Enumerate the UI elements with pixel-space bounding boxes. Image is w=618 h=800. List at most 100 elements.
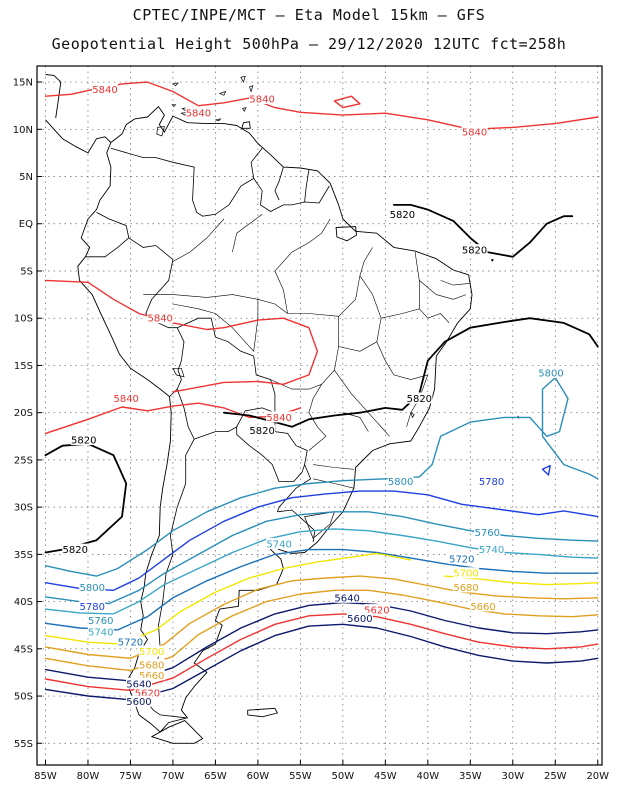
axis-tick-layer: 15N 10N 5N EQ 5S 10S 15S 20S 25S 30S 35S 40S 45S 50S 5…: [13, 78, 609, 782]
lon-tick-label: 55W: [289, 771, 312, 782]
contour-label-bg: [138, 658, 165, 670]
contour-label-bg: [125, 695, 152, 707]
contour-5720: [44, 548, 599, 631]
island-outline: [240, 75, 246, 84]
lon-tick-label: 45W: [374, 771, 397, 782]
coastline-fernando: [491, 259, 494, 262]
state-border: [406, 374, 429, 427]
contour-label-5840: 5840: [249, 95, 274, 106]
lat-tick-label: 25S: [14, 455, 33, 466]
state-border: [440, 280, 471, 286]
lon-tick-label: 30W: [501, 771, 524, 782]
contour-label-bg: [87, 625, 114, 637]
state-border: [143, 294, 288, 314]
lat-tick-label: 20S: [14, 408, 33, 419]
contour-label-bg: [453, 581, 480, 593]
lon-tick-label: 70W: [162, 771, 185, 782]
map-frame: [36, 65, 603, 766]
contour-label-5800: 5800: [388, 477, 413, 488]
contour-label-5760: 5760: [88, 616, 113, 627]
contour-label-bg: [389, 208, 416, 220]
coastline-marajo: [335, 226, 357, 242]
contour-label-bg: [117, 636, 144, 648]
lon-tick-label: 65W: [204, 771, 227, 782]
country-border: [110, 147, 263, 217]
contour-label-bg: [87, 614, 114, 626]
country-border: [128, 237, 178, 329]
island-outline: [410, 411, 415, 419]
contour-label-bg: [147, 312, 174, 324]
contour-label-bg: [334, 591, 361, 603]
contour-label-bg: [538, 366, 565, 378]
country-border: [277, 509, 316, 543]
lon-tick-label: 60W: [247, 771, 270, 782]
lat-tick-label: 50S: [14, 692, 33, 703]
contour-label-bg: [62, 543, 89, 555]
island-outline: [242, 107, 247, 113]
contour-5780: [44, 490, 599, 591]
contour-5840: [44, 279, 319, 393]
title-line-2: Geopotential Height 500hPa – 29/12/2020 …: [51, 35, 567, 53]
contour-5740: [44, 528, 599, 615]
state-border: [287, 313, 339, 451]
contour-label-5720: 5720: [118, 638, 143, 649]
contour-label-5600: 5600: [347, 614, 372, 625]
state-border: [253, 299, 259, 352]
island-outline: [171, 104, 177, 108]
contour-label-5680: 5680: [453, 583, 478, 594]
graticule-grid: [37, 66, 602, 765]
lon-tick-label: 50W: [332, 771, 355, 782]
contour-label-bg: [474, 526, 501, 538]
contour-label-5800: 5800: [79, 583, 104, 594]
lon-tick-label: 75W: [119, 771, 142, 782]
lake-outline: [172, 367, 185, 378]
contour-label-5740: 5740: [88, 627, 113, 638]
contour-label-5660: 5660: [470, 602, 495, 613]
contour-5700: [444, 575, 599, 586]
lat-tick-label: 10S: [14, 314, 33, 325]
lat-tick-label: 30S: [14, 503, 33, 514]
state-border: [338, 247, 373, 317]
contour-label-bg: [363, 604, 390, 616]
state-border: [172, 218, 225, 262]
contour-label-5620: 5620: [135, 689, 160, 700]
lat-tick-label: 40S: [14, 597, 33, 608]
contour-label-5800: 5800: [538, 368, 563, 379]
contour-5800: [384, 377, 599, 480]
state-border: [232, 214, 263, 253]
contour-label-5820: 5820: [63, 545, 88, 556]
contour-label-5840: 5840: [92, 85, 117, 96]
contour-label-5820: 5820: [249, 426, 274, 437]
lat-tick-label: 5N: [19, 172, 33, 183]
country-border: [253, 178, 330, 212]
state-border: [338, 275, 382, 352]
contour-label-5740: 5740: [266, 539, 291, 550]
contour-5760: [44, 511, 599, 605]
contour-label-bg: [70, 434, 97, 446]
contour-label-5820: 5820: [462, 246, 487, 257]
lat-tick-label: 45S: [14, 644, 33, 655]
contour-label-bg: [461, 244, 488, 256]
coastline-falklands: [247, 707, 278, 718]
contour-label-5780: 5780: [79, 602, 104, 613]
country-border: [236, 412, 308, 482]
contour-label-5660: 5660: [139, 671, 164, 682]
lat-tick-label: 35S: [14, 550, 33, 561]
contour-label-bg: [125, 677, 152, 689]
lat-tick-label: 55S: [14, 739, 33, 750]
contour-label-bg: [461, 126, 488, 138]
contour-label-5620: 5620: [364, 606, 389, 617]
contour-label-5820: 5820: [407, 394, 432, 405]
country-border: [169, 327, 185, 397]
contour-label-bg: [134, 687, 161, 699]
contour-label-5740: 5740: [479, 545, 504, 556]
state-border: [172, 303, 216, 314]
contour-label-5720: 5720: [449, 555, 474, 566]
contour-5840: [333, 95, 361, 109]
contour-label-bg: [346, 612, 373, 624]
contour-label-5840: 5840: [186, 109, 211, 120]
state-border: [274, 218, 331, 314]
contour-label-bg: [138, 669, 165, 681]
contour-label-5600: 5600: [126, 697, 151, 708]
